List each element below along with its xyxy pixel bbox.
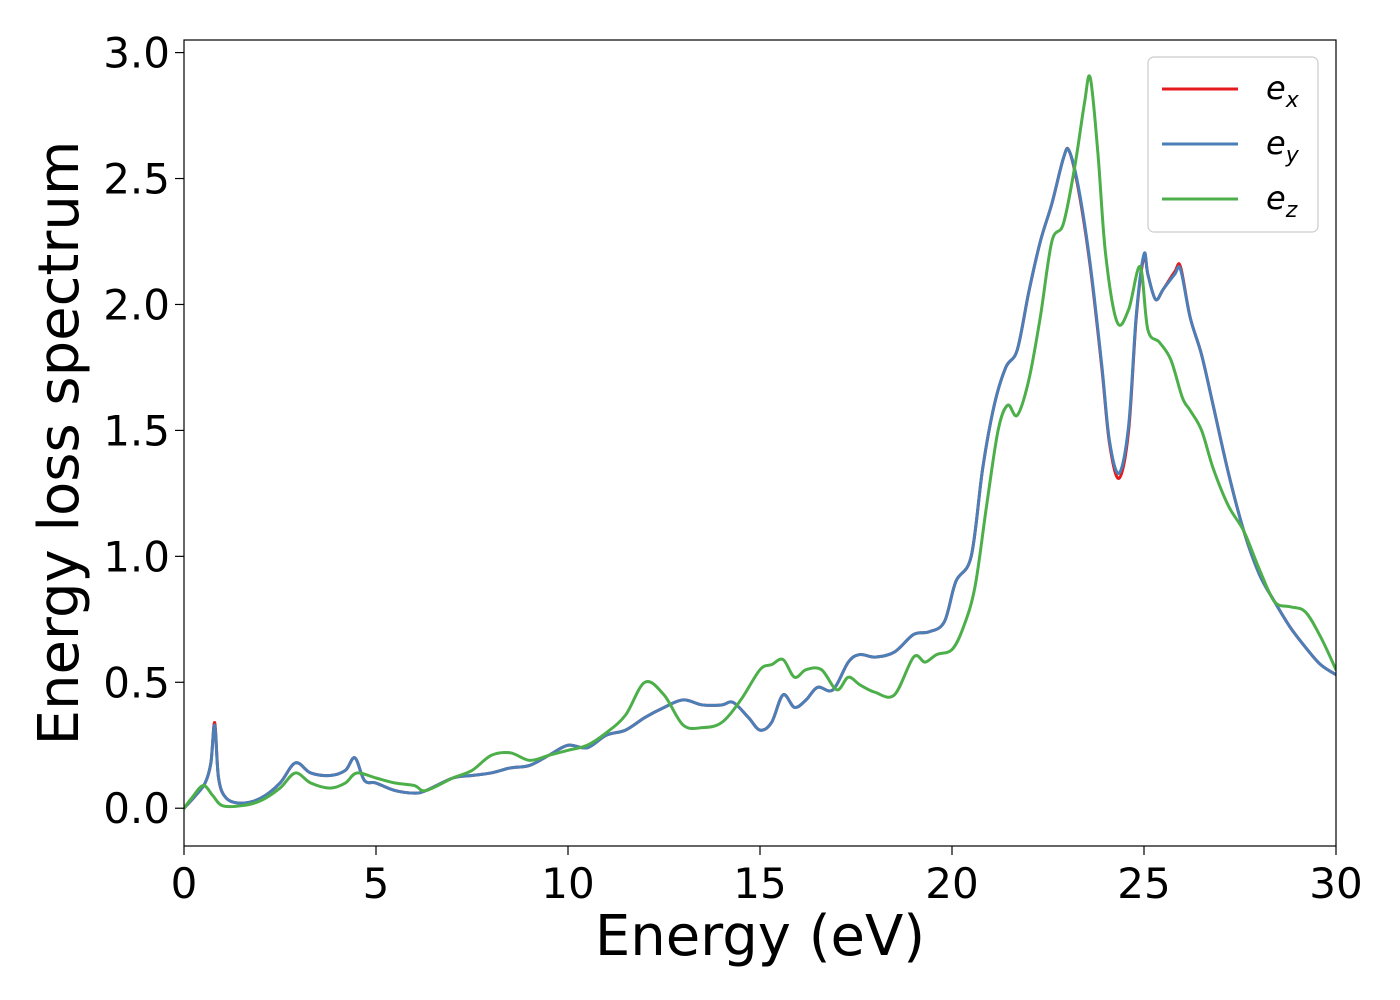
legend: ex ey ez bbox=[1147, 56, 1319, 233]
x-tick-label: 10 bbox=[541, 859, 594, 908]
y-tick-label: 1.0 bbox=[103, 532, 170, 581]
x-tick-label: 20 bbox=[925, 859, 978, 908]
y-tick-label: 0.5 bbox=[103, 658, 170, 707]
x-tick-label: 30 bbox=[1309, 859, 1362, 908]
y-tick-label: 2.5 bbox=[103, 155, 170, 204]
x-tick-label: 5 bbox=[363, 859, 390, 908]
series-line-x bbox=[184, 146, 1336, 810]
legend-label-x: ex bbox=[1266, 69, 1300, 113]
ticks-layer: 0 5 10 15 20 25 30 0.0 0.5 1.0 1.5 2.0 2.5 3.0 bbox=[103, 29, 1363, 908]
x-tick-label: 25 bbox=[1117, 859, 1170, 908]
series-line-z bbox=[184, 74, 1336, 810]
y-tick-label: 2.0 bbox=[103, 280, 170, 329]
x-tick-label: 0 bbox=[171, 859, 198, 908]
y-axis-title: Energy loss spectrum bbox=[27, 141, 92, 746]
legend-label-z: ez bbox=[1266, 179, 1298, 223]
x-axis-title: Energy (eV) bbox=[595, 904, 925, 969]
y-tick-label: 1.5 bbox=[103, 406, 170, 455]
y-tick-label: 0.0 bbox=[103, 784, 170, 833]
legend-label-y: ey bbox=[1266, 124, 1300, 168]
x-tick-label: 15 bbox=[733, 859, 786, 908]
series-layer bbox=[184, 74, 1336, 810]
series-line-y bbox=[184, 147, 1336, 810]
y-tick-label: 3.0 bbox=[103, 29, 170, 78]
